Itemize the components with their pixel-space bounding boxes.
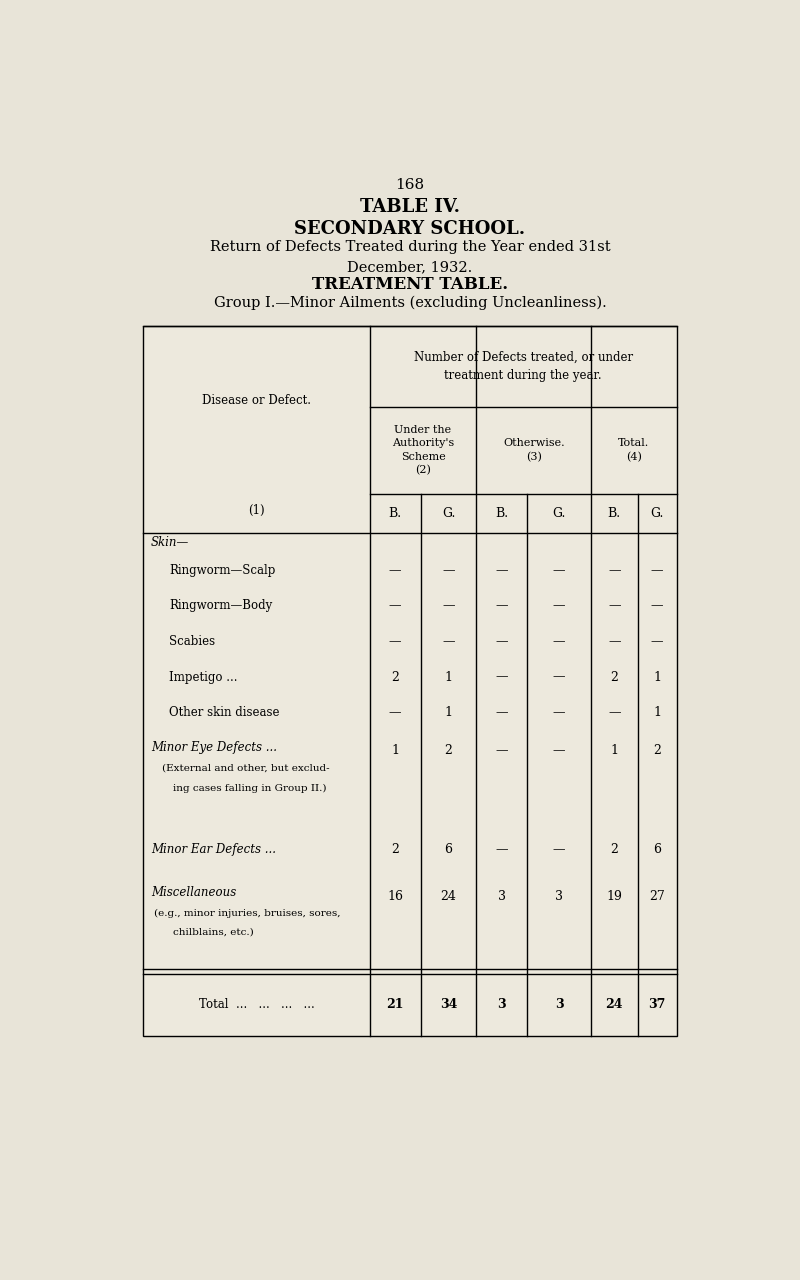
Text: 2: 2: [610, 844, 618, 856]
Text: Impetigo ...: Impetigo ...: [170, 671, 238, 684]
Text: 3: 3: [554, 998, 563, 1011]
Text: TABLE IV.: TABLE IV.: [360, 198, 460, 216]
Text: Skin—: Skin—: [151, 536, 189, 549]
Text: 2: 2: [653, 744, 661, 758]
Text: 16: 16: [387, 890, 403, 902]
Text: —: —: [608, 564, 621, 577]
Text: —: —: [651, 635, 663, 648]
Text: 2: 2: [445, 744, 452, 758]
Text: —: —: [553, 707, 566, 719]
Text: —: —: [495, 564, 508, 577]
Text: chilblains, etc.): chilblains, etc.): [173, 928, 254, 937]
Text: 2: 2: [391, 844, 399, 856]
Text: Ringworm—Body: Ringworm—Body: [170, 599, 273, 612]
Text: 34: 34: [440, 998, 457, 1011]
Text: —: —: [495, 671, 508, 684]
Text: Number of Defects treated, or under
treatment during the year.: Number of Defects treated, or under trea…: [414, 351, 633, 381]
Text: —: —: [608, 599, 621, 612]
Text: SECONDARY SCHOOL.: SECONDARY SCHOOL.: [294, 220, 526, 238]
Text: Group I.—Minor Ailments (excluding Uncleanliness).: Group I.—Minor Ailments (excluding Uncle…: [214, 296, 606, 310]
Text: —: —: [442, 564, 454, 577]
Text: 1: 1: [391, 744, 399, 758]
Text: —: —: [553, 635, 566, 648]
Text: —: —: [389, 707, 402, 719]
Text: —: —: [553, 599, 566, 612]
Text: —: —: [442, 599, 454, 612]
Text: 27: 27: [649, 890, 665, 902]
Text: G.: G.: [553, 507, 566, 520]
Text: —: —: [553, 671, 566, 684]
Text: Minor Ear Defects ...: Minor Ear Defects ...: [151, 844, 276, 856]
Text: 6: 6: [445, 844, 453, 856]
Text: 2: 2: [610, 671, 618, 684]
Text: —: —: [389, 564, 402, 577]
Text: 3: 3: [498, 890, 506, 902]
Text: —: —: [442, 635, 454, 648]
Text: —: —: [608, 635, 621, 648]
Text: Disease or Defect.: Disease or Defect.: [202, 393, 311, 407]
Text: Minor Eye Defects ...: Minor Eye Defects ...: [151, 741, 277, 754]
Text: ing cases falling in Group II.): ing cases falling in Group II.): [173, 783, 326, 792]
Text: (e.g., minor injuries, bruises, sores,: (e.g., minor injuries, bruises, sores,: [154, 909, 341, 918]
Text: Return of Defects Treated during the Year ended 31st
December, 1932.: Return of Defects Treated during the Yea…: [210, 241, 610, 274]
Text: —: —: [553, 844, 566, 856]
Text: (External and other, but exclud-: (External and other, but exclud-: [162, 764, 330, 773]
Text: G.: G.: [442, 507, 455, 520]
Text: —: —: [389, 635, 402, 648]
Text: —: —: [495, 844, 508, 856]
Text: 24: 24: [606, 998, 623, 1011]
Text: —: —: [651, 599, 663, 612]
Text: —: —: [553, 744, 566, 758]
Text: Total  ...   ...   ...   ...: Total ... ... ... ...: [198, 998, 314, 1011]
Text: 3: 3: [498, 998, 506, 1011]
Text: 3: 3: [555, 890, 563, 902]
Text: B.: B.: [608, 507, 621, 520]
Text: Other skin disease: Other skin disease: [170, 707, 280, 719]
Text: TREATMENT TABLE.: TREATMENT TABLE.: [312, 275, 508, 293]
Text: Under the
Authority's
Scheme
(2): Under the Authority's Scheme (2): [392, 425, 454, 475]
Text: 37: 37: [648, 998, 666, 1011]
Text: B.: B.: [389, 507, 402, 520]
Text: Miscellaneous: Miscellaneous: [151, 886, 236, 899]
Text: (1): (1): [248, 503, 265, 517]
Text: 1: 1: [445, 707, 453, 719]
Text: Ringworm—Scalp: Ringworm—Scalp: [170, 564, 276, 577]
Text: 24: 24: [441, 890, 456, 902]
Text: 1: 1: [653, 707, 661, 719]
Text: Scabies: Scabies: [170, 635, 215, 648]
Text: 1: 1: [610, 744, 618, 758]
Text: 21: 21: [386, 998, 404, 1011]
Text: B.: B.: [495, 507, 508, 520]
Text: G.: G.: [650, 507, 664, 520]
Text: —: —: [608, 707, 621, 719]
Text: —: —: [389, 599, 402, 612]
Text: —: —: [651, 564, 663, 577]
Text: 19: 19: [606, 890, 622, 902]
Text: —: —: [495, 744, 508, 758]
Text: Total.
(4): Total. (4): [618, 439, 650, 462]
Text: 2: 2: [391, 671, 399, 684]
Text: 1: 1: [653, 671, 661, 684]
Text: —: —: [495, 707, 508, 719]
Text: —: —: [495, 635, 508, 648]
Text: —: —: [495, 599, 508, 612]
Text: 168: 168: [395, 178, 425, 192]
Text: —: —: [553, 564, 566, 577]
Text: Otherwise.
(3): Otherwise. (3): [503, 439, 565, 462]
Text: 1: 1: [445, 671, 453, 684]
Text: 6: 6: [653, 844, 661, 856]
